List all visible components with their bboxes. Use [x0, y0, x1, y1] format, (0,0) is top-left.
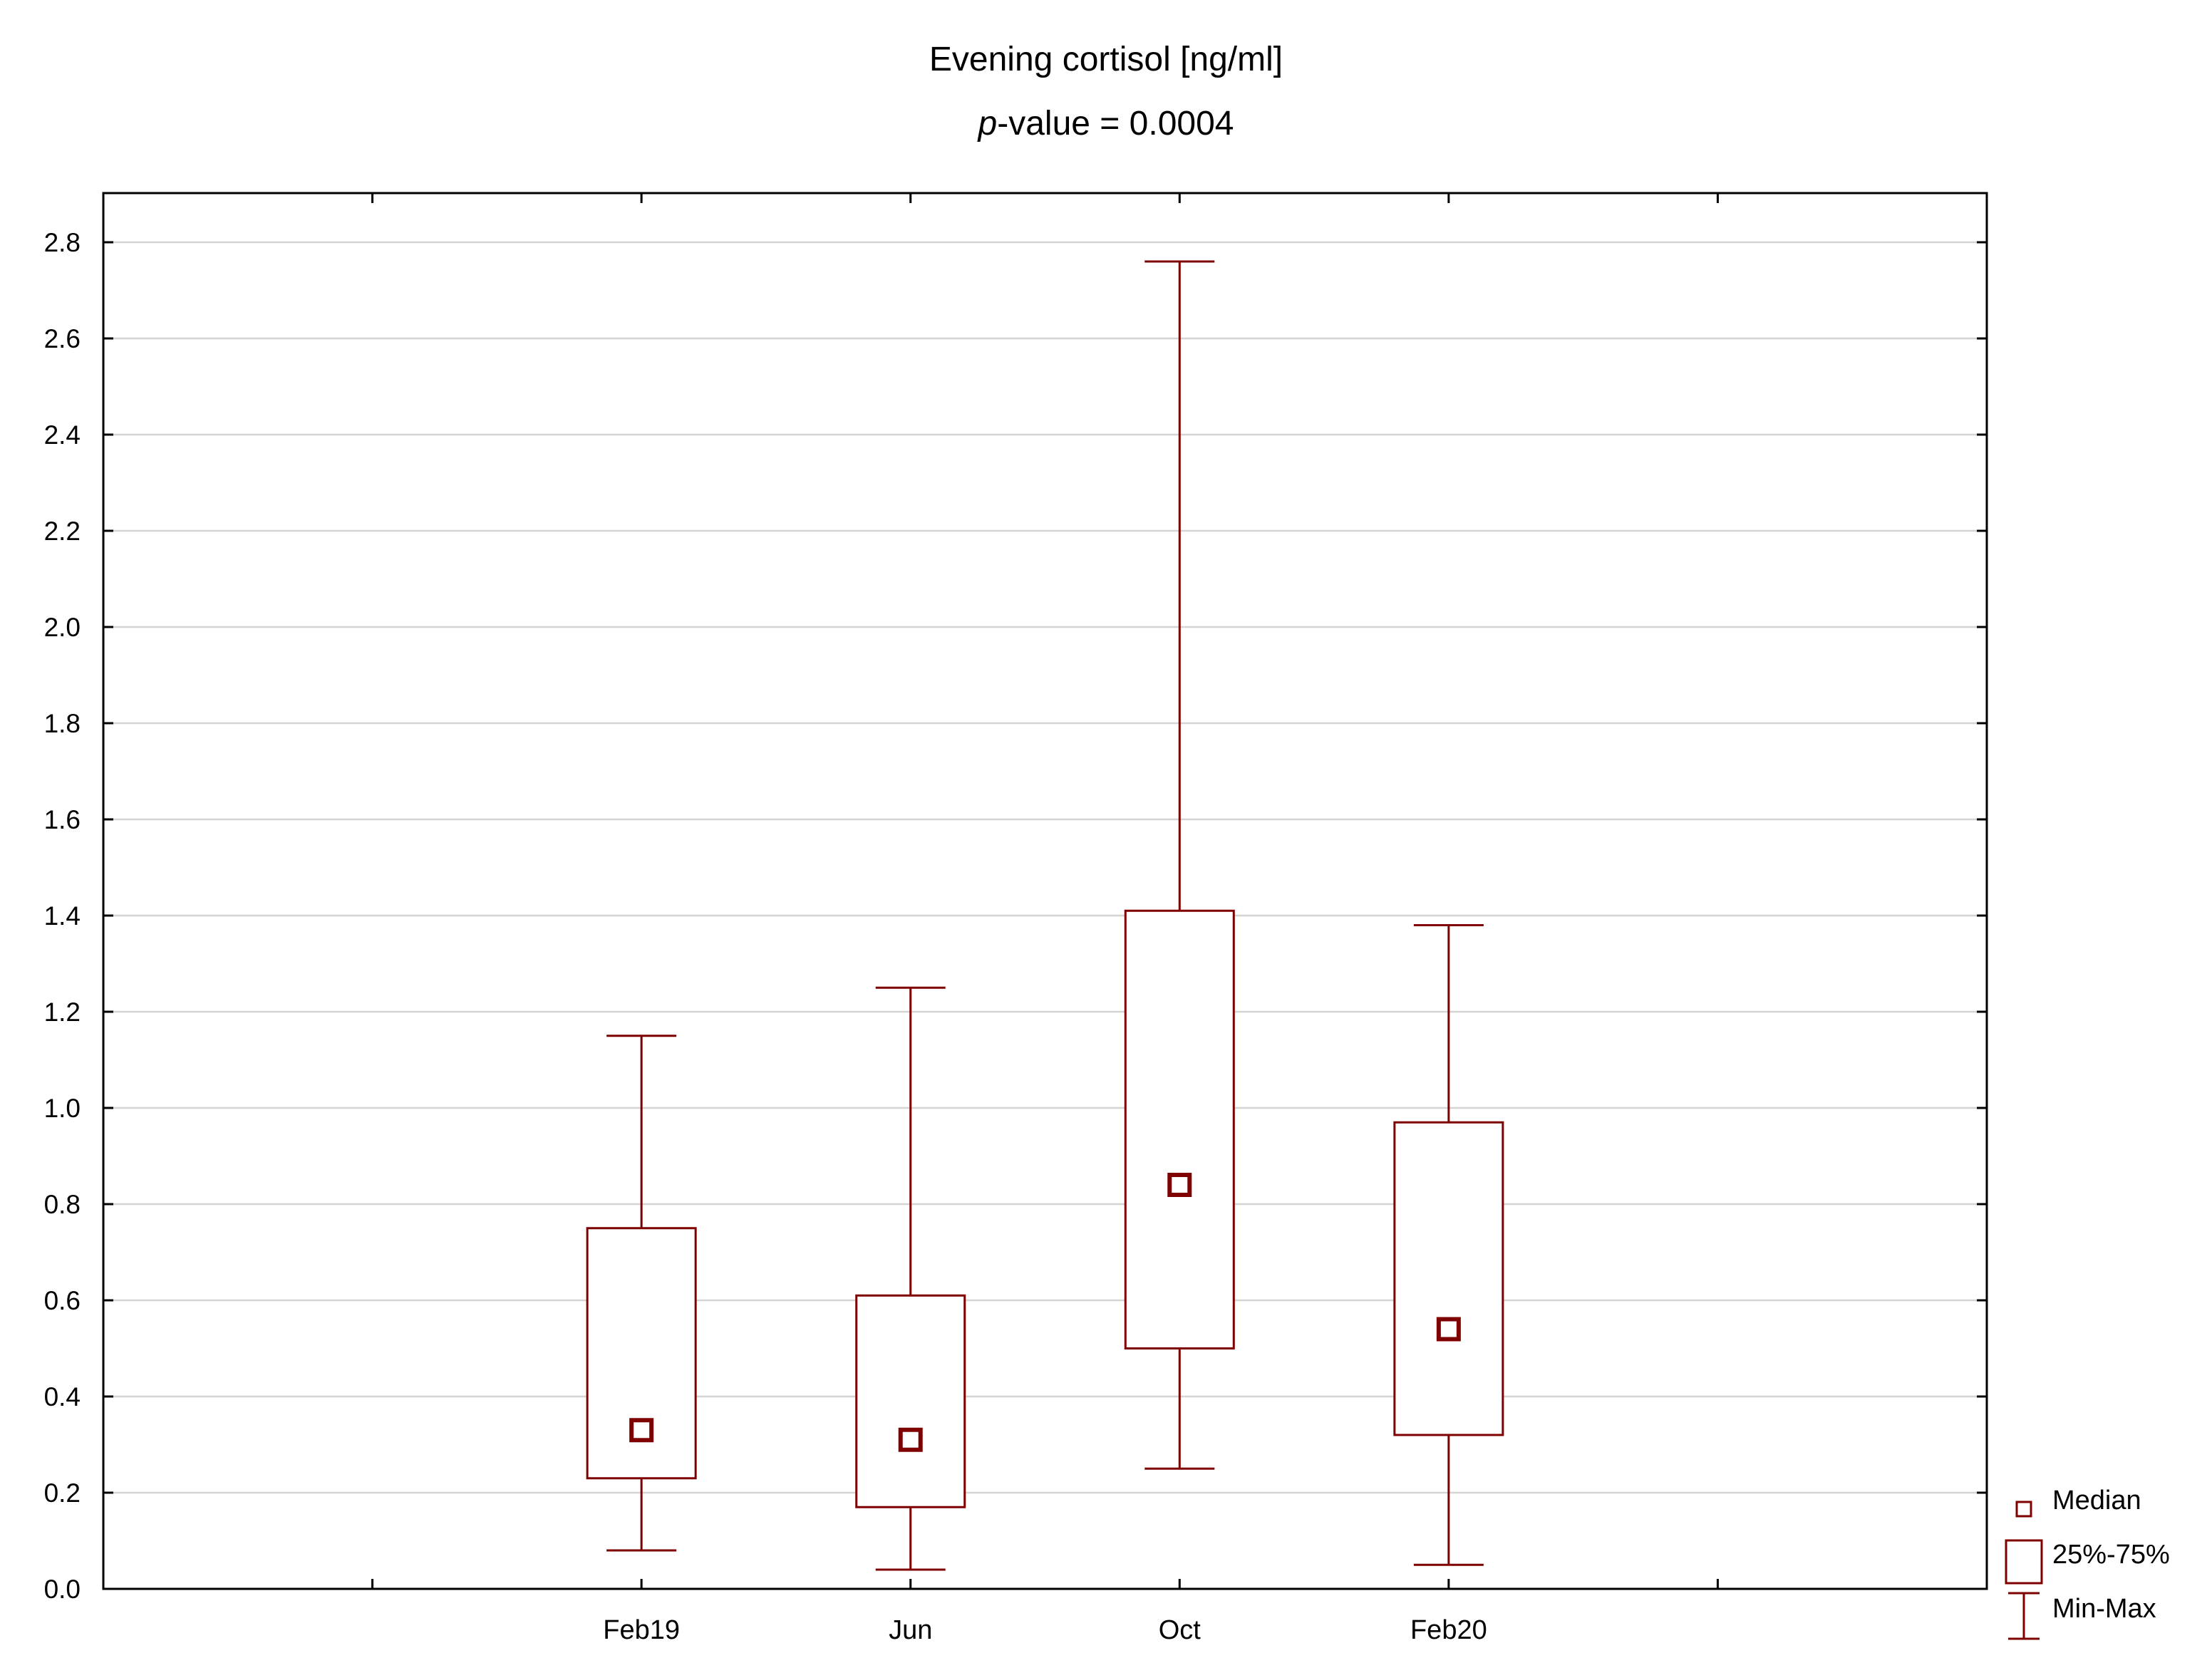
plot-frame — [102, 192, 1988, 1590]
axis-labels: 0.0 0.2 0.4 0.6 0.8 1.0 1.2 1.4 1.6 1.8 2.0 2.2 2.4 2… — [44, 228, 1487, 1645]
box-series — [586, 260, 1504, 1571]
x-tick-label: Feb20 — [1410, 1615, 1487, 1645]
iqr-box — [855, 1294, 966, 1508]
box-feb20 — [1393, 924, 1504, 1566]
legend-label: Median — [2052, 1486, 2141, 1515]
box-feb19 — [586, 1035, 697, 1552]
y-tick-label: 1.4 — [44, 901, 81, 931]
iqr-box — [1393, 1121, 1504, 1436]
x-tick-label: Feb19 — [603, 1615, 680, 1645]
y-tick-label: 0.8 — [44, 1190, 81, 1219]
axis-ticks — [103, 193, 1987, 1590]
box-jun — [855, 986, 966, 1571]
legend-box: 25%-75% — [2005, 1539, 2170, 1585]
legend-box-swatch — [2005, 1539, 2043, 1585]
y-tick-label: 1.0 — [44, 1094, 81, 1123]
legend-whisker: Min-Max — [2008, 1592, 2156, 1640]
box-oct — [1124, 260, 1235, 1470]
p-value-text: -value = 0.0004 — [997, 105, 1234, 142]
y-tick-label: 1.6 — [44, 805, 81, 834]
median-marker — [898, 1427, 923, 1452]
y-tick-label: 0.6 — [44, 1286, 81, 1315]
iqr-box — [1124, 909, 1235, 1349]
median-marker — [629, 1418, 654, 1443]
chart-subtitle: p-value = 0.0004 — [0, 104, 2212, 143]
median-marker — [1436, 1317, 1461, 1342]
y-tick-label: 2.4 — [44, 420, 81, 450]
p-symbol: p — [978, 105, 998, 142]
y-tick-label: 1.8 — [44, 709, 81, 738]
x-tick-label: Jun — [889, 1615, 932, 1645]
legend-label: Min-Max — [2052, 1594, 2156, 1624]
y-tick-label: 0.2 — [44, 1478, 81, 1508]
legend-median: Median — [2015, 1486, 2141, 1518]
y-tick-label: 0.4 — [44, 1382, 81, 1411]
chart-title: Evening cortisol [ng/ml] — [929, 41, 1283, 78]
y-tick-label: 0.0 — [44, 1575, 81, 1604]
grid-lines — [103, 241, 1987, 1494]
y-tick-label: 2.6 — [44, 324, 81, 353]
x-tick-label: Oct — [1159, 1615, 1201, 1645]
y-tick-label: 2.8 — [44, 228, 81, 257]
legend-label: 25%-75% — [2052, 1540, 2170, 1570]
legend: Median 25%-75% Min-Max — [2005, 1486, 2170, 1640]
legend-median-swatch — [2015, 1501, 2032, 1518]
y-tick-label: 2.2 — [44, 517, 81, 546]
y-tick-label: 1.2 — [44, 998, 81, 1027]
median-marker — [1167, 1173, 1192, 1197]
y-tick-label: 2.0 — [44, 613, 81, 642]
